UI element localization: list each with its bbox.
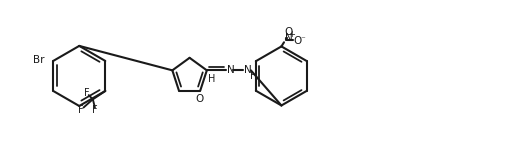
Text: H: H (250, 71, 257, 81)
Text: N: N (227, 65, 235, 75)
Text: F: F (84, 88, 90, 98)
Text: O: O (195, 94, 204, 104)
Text: O: O (284, 27, 293, 38)
Text: Br: Br (33, 55, 45, 65)
Text: N: N (284, 33, 292, 43)
Text: O: O (293, 36, 301, 46)
Text: ⁻: ⁻ (300, 35, 305, 44)
Text: F: F (92, 105, 98, 115)
Text: +: + (288, 30, 295, 39)
Text: F: F (78, 105, 83, 115)
Text: N: N (243, 65, 251, 75)
Text: H: H (208, 75, 215, 84)
